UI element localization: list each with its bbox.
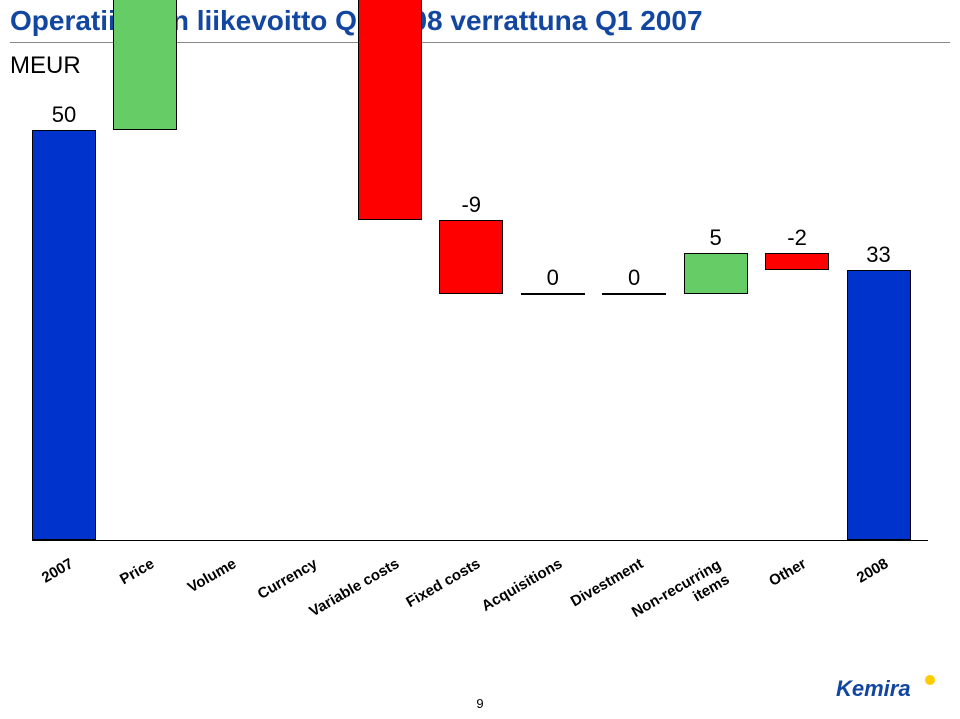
- page-number: 9: [476, 696, 483, 711]
- value-label: -2: [767, 225, 827, 251]
- bar-price: [113, 0, 177, 130]
- kemira-logo: Kemira: [836, 674, 946, 713]
- bar-fixed-costs: [439, 220, 503, 294]
- bar-divestment: [602, 293, 666, 295]
- chart-subtitle: MEUR: [10, 52, 81, 80]
- kemira-logo-svg: Kemira: [836, 674, 946, 708]
- baseline: [32, 540, 928, 541]
- bar-2008: [847, 270, 911, 540]
- logo-dot-icon: [925, 675, 935, 685]
- value-label: 50: [34, 102, 94, 128]
- bar-variable-costs: [358, 0, 422, 220]
- waterfall-chart: 50168-3-32-9005-233 2007PriceVolumeCurre…: [10, 90, 950, 580]
- bar-acquisitions: [521, 293, 585, 295]
- bar-2007: [32, 130, 96, 540]
- logo-text: Kemira: [836, 676, 911, 701]
- value-label: 0: [523, 265, 583, 291]
- value-label: -9: [441, 192, 501, 218]
- value-label: 33: [849, 242, 909, 268]
- plot-area: 50168-3-32-9005-233: [32, 90, 928, 540]
- value-label: 5: [686, 225, 746, 251]
- bar-non-recurring-items: [684, 253, 748, 294]
- bar-other: [765, 253, 829, 269]
- value-label: 0: [604, 265, 664, 291]
